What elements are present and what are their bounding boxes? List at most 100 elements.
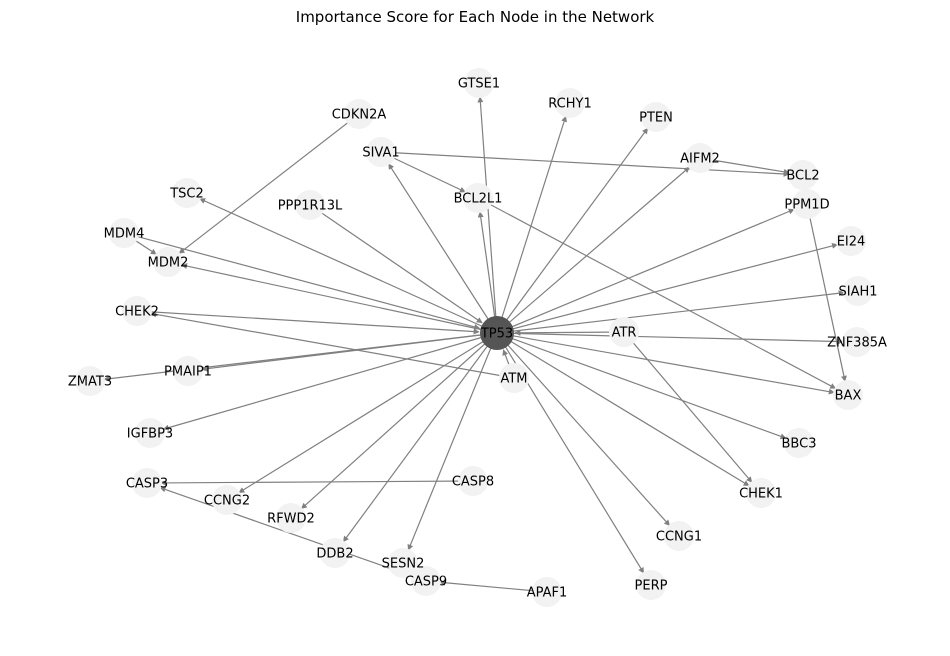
node-label-casp3: CASP3 xyxy=(126,477,168,492)
node-label-ddb2: DDB2 xyxy=(316,547,353,562)
edge-cdkn2a-to-mdm2 xyxy=(178,113,360,254)
edge-tp53-to-zmat3 xyxy=(103,332,498,382)
node-label-apaf1: APAF1 xyxy=(527,586,568,601)
node-label-bax: BAX xyxy=(835,389,862,404)
node-aifm2 xyxy=(685,143,715,173)
edge-atr-to-tp53 xyxy=(514,329,625,336)
node-sesn2 xyxy=(388,548,418,578)
edge-tp53-to-rfwd2 xyxy=(300,332,498,510)
node-label-chek1: CHEK1 xyxy=(739,487,783,502)
node-znf385a xyxy=(842,327,872,357)
node-label-siva1: SIVA1 xyxy=(362,146,399,161)
edge-tp53-to-ei24 xyxy=(496,242,839,334)
node-label-mdm2: MDM2 xyxy=(148,256,189,271)
node-label-ccng2: CCNG2 xyxy=(204,494,250,509)
edge-tp53-to-znf385a xyxy=(496,332,844,345)
node-pmaip1 xyxy=(173,356,203,386)
edge-siva1-to-bcl2 xyxy=(380,151,790,177)
node-label-rchy1: RCHY1 xyxy=(548,97,591,112)
edge-tp53-to-gtse1 xyxy=(477,96,498,334)
node-siva1 xyxy=(366,137,396,167)
node-apaf1 xyxy=(532,577,562,607)
node-ddb2 xyxy=(320,538,350,568)
node-casp3 xyxy=(132,468,162,498)
edge-tp53-to-bcl2l1 xyxy=(477,211,498,334)
node-label-zmat3: ZMAT3 xyxy=(68,375,112,390)
node-tp53 xyxy=(480,316,514,350)
node-mdm2 xyxy=(153,247,183,277)
edge-tp53-to-igfbp3 xyxy=(162,332,498,431)
edge-tp53-to-aifm2 xyxy=(496,166,690,334)
edge-tp53-to-pten xyxy=(496,127,649,334)
node-label-atr: ATR xyxy=(612,326,637,341)
edge-tp53-to-ccng2 xyxy=(238,332,498,494)
edge-bcl2l1-to-bax xyxy=(477,197,837,389)
node-label-tsc2: TSC2 xyxy=(169,187,204,202)
node-casp8 xyxy=(458,466,488,496)
edge-tp53-to-chek1 xyxy=(496,332,750,487)
node-bcl2 xyxy=(788,160,818,190)
node-label-rfwd2: RFWD2 xyxy=(267,512,315,527)
edge-tp53-to-ddb2 xyxy=(342,332,498,543)
node-ccng2 xyxy=(212,485,242,515)
node-cdkn2a xyxy=(344,99,374,129)
node-siah1 xyxy=(843,276,873,306)
node-label-siah1: SIAH1 xyxy=(838,285,877,300)
node-bcl2l1 xyxy=(463,183,493,213)
node-label-pten: PTEN xyxy=(639,111,673,126)
node-label-znf385a: ZNF385A xyxy=(827,336,887,351)
node-chek2 xyxy=(122,296,152,326)
node-label-igfbp3: IGFBP3 xyxy=(127,427,173,442)
node-casp9 xyxy=(411,566,441,596)
edge-apaf1-to-casp9 xyxy=(439,579,548,593)
labels-layer: TP53 GTSE1 RCHY1 PTEN CDKN2A SIVA1 AIFM2 BCL2 TS… xyxy=(68,77,887,601)
node-ei24 xyxy=(836,226,866,256)
node-label-gtse1: GTSE1 xyxy=(458,77,500,92)
node-mdm4 xyxy=(109,218,139,248)
edges-layer xyxy=(103,96,847,593)
edge-tp53-to-bbc3 xyxy=(496,332,787,440)
edge-tp53-to-ccng1 xyxy=(496,332,671,527)
edge-casp8-to-casp3 xyxy=(160,479,474,486)
node-label-tp53: TP53 xyxy=(480,327,513,342)
edge-tp53-to-siva1 xyxy=(388,163,498,334)
node-chek1 xyxy=(746,478,776,508)
node-label-bcl2: BCL2 xyxy=(786,169,819,184)
node-gtse1 xyxy=(464,68,494,98)
chart-title: Importance Score for Each Node in the Ne… xyxy=(295,8,655,26)
edge-siva1-to-bcl2l1 xyxy=(380,151,466,193)
edge-tp53-to-sesn2 xyxy=(407,332,498,551)
node-label-ei24: EI24 xyxy=(837,235,866,250)
node-label-casp8: CASP8 xyxy=(452,475,494,490)
nodes-layer xyxy=(75,68,873,607)
node-bax xyxy=(833,380,863,410)
edge-casp9-to-casp3 xyxy=(159,486,427,582)
node-label-chek2: CHEK2 xyxy=(115,305,159,320)
edge-ppp1r13l-to-tp53 xyxy=(309,204,483,324)
node-ccng1 xyxy=(664,521,694,551)
node-atr xyxy=(609,317,639,347)
edge-atr-to-chek1 xyxy=(623,331,753,483)
edge-atm-to-chek2 xyxy=(150,311,515,379)
edge-tp53-to-siah1 xyxy=(496,290,845,334)
node-pten xyxy=(641,102,671,132)
node-label-ppm1d: PPM1D xyxy=(784,198,829,213)
node-label-pmaip1: PMAIP1 xyxy=(164,365,212,380)
node-rfwd2 xyxy=(276,503,306,533)
edge-chek2-to-tp53 xyxy=(136,310,480,335)
edge-tp53-to-ppm1d xyxy=(496,208,795,334)
node-label-atm: ATM xyxy=(500,372,527,387)
node-label-bbc3: BBC3 xyxy=(782,437,817,452)
edge-ppm1d-to-bax xyxy=(806,203,847,382)
node-zmat3 xyxy=(75,366,105,396)
node-label-perp: PERP xyxy=(635,579,668,594)
edge-tp53-to-tsc2 xyxy=(199,198,498,334)
node-atm xyxy=(499,363,529,393)
node-bbc3 xyxy=(784,428,814,458)
node-label-mdm4: MDM4 xyxy=(104,227,145,242)
node-ppp1r13l xyxy=(295,190,325,220)
edge-tp53-to-rchy1 xyxy=(496,115,567,334)
node-label-aifm2: AIFM2 xyxy=(680,152,720,167)
node-rchy1 xyxy=(555,88,585,118)
